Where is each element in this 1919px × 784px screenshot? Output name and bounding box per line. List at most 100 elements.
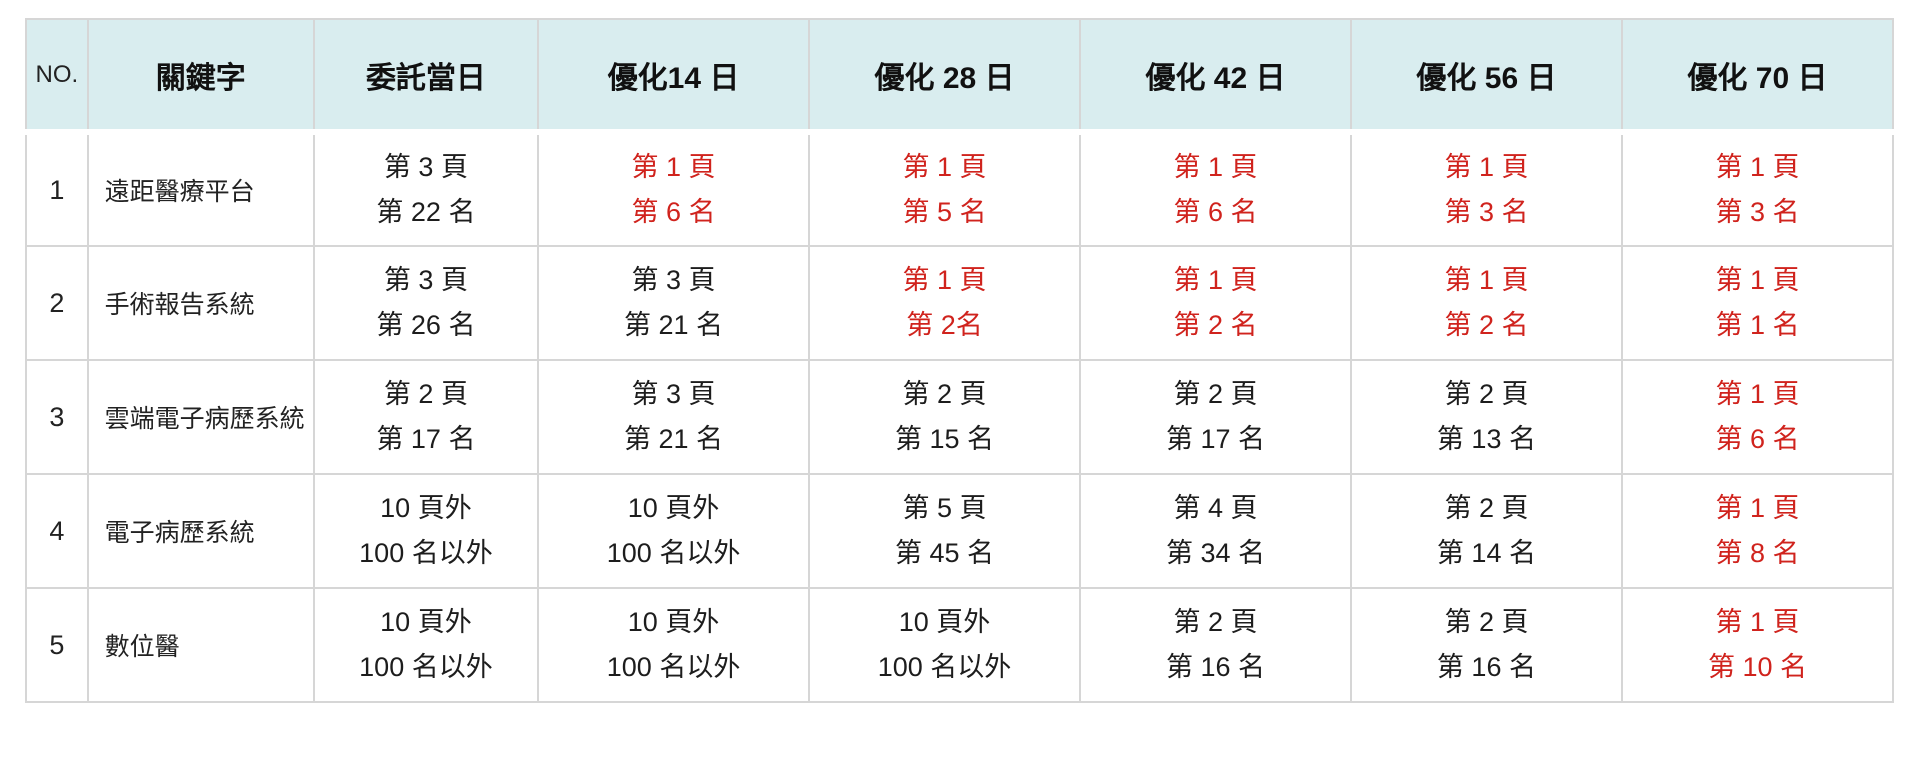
rank-line: 第 6 名 — [1173, 197, 1258, 227]
cell-ranking: 10 頁外 100 名以外 — [808, 587, 1081, 703]
table-header: NO. 關鍵字 委託當日 優化14 日優化 28 日優化 42 日優化 56 日優化 … — [25, 18, 1895, 135]
cell-ranking: 第 2 頁第 13 名 — [1349, 359, 1623, 475]
cell-ranking: 第 1 頁第 6 名 — [537, 131, 811, 247]
page-line: 第 2 頁 — [902, 379, 987, 409]
cell-ranking: 第 3 頁第 22 名 — [312, 131, 540, 247]
cell-ranking: 第 1 頁第 2 名 — [1349, 245, 1623, 361]
cell-ranking: 第 3 頁第 21 名 — [537, 359, 811, 475]
column-header-1: 關鍵字 — [86, 18, 315, 135]
cell-row-number: 3 — [25, 359, 89, 475]
rank-line: 第 21 名 — [624, 310, 724, 340]
page-line: 10 頁外 — [380, 607, 472, 637]
cell-keyword: 數位醫 — [86, 587, 315, 703]
cell-ranking: 第 1 頁第 2名 — [808, 245, 1081, 361]
cell-row-number: 1 — [25, 131, 89, 247]
cell-ranking: 第 1 頁第 6 名 — [1079, 131, 1352, 247]
rank-line: 第 15 名 — [894, 424, 995, 454]
page-line: 第 1 頁 — [1444, 265, 1529, 295]
column-header-5: 優化 42 日 — [1079, 18, 1352, 135]
rank-line: 第 10 名 — [1707, 652, 1807, 682]
rank-line: 第 16 名 — [1165, 652, 1265, 682]
rank-line: 第 6 名 — [631, 197, 716, 227]
column-header-4: 優化 28 日 — [808, 18, 1081, 135]
page-line: 10 頁外 — [627, 607, 720, 637]
cell-ranking: 第 1 頁第 3 名 — [1620, 131, 1895, 247]
rank-line: 第 45 名 — [894, 538, 995, 568]
page-line: 第 1 頁 — [1173, 265, 1258, 295]
page-line: 第 2 頁 — [383, 379, 468, 409]
table-row: 3 雲端電子病歷系統第 2 頁第 17 名第 3 頁第 21 名第 2 頁第 15… — [25, 359, 1895, 475]
cell-row-number: 2 — [25, 245, 89, 361]
rank-line: 第 14 名 — [1436, 538, 1536, 568]
page-line: 第 3 頁 — [383, 152, 468, 182]
page-line: 10 頁外 — [627, 493, 720, 523]
column-header-7: 優化 70 日 — [1620, 18, 1895, 135]
table-row: 5 數位醫 10 頁外 100 名以外 10 頁外 100 名以外 10 頁外 100 名以外… — [25, 587, 1895, 703]
cell-ranking: 10 頁外 100 名以外 — [537, 587, 811, 703]
page-line: 第 4 頁 — [1173, 493, 1258, 523]
page-line: 第 1 頁 — [1173, 152, 1258, 182]
cell-ranking: 第 2 頁第 16 名 — [1079, 587, 1352, 703]
table-row: 4 電子病歷系統 10 頁外 100 名以外 10 頁外 100 名以外 第 5 頁第 45… — [25, 473, 1895, 589]
page-line: 第 2 頁 — [1173, 607, 1258, 637]
cell-keyword: 手術報告系統 — [86, 245, 315, 361]
cell-ranking: 第 5 頁第 45 名 — [808, 473, 1081, 589]
cell-ranking: 第 2 頁第 17 名 — [312, 359, 540, 475]
cell-ranking: 第 4 頁第 34 名 — [1079, 473, 1352, 589]
page-line: 第 3 頁 — [383, 265, 468, 295]
cell-ranking: 第 2 頁第 16 名 — [1349, 587, 1623, 703]
column-header-2: 委託當日 — [312, 18, 540, 135]
header-row: NO. 關鍵字 委託當日 優化14 日優化 28 日優化 42 日優化 56 日優化 … — [25, 18, 1895, 135]
cell-ranking: 第 2 頁第 15 名 — [808, 359, 1081, 475]
cell-row-number: 4 — [25, 473, 89, 589]
rank-line: 第 1 名 — [1715, 310, 1800, 340]
cell-ranking: 第 2 頁第 17 名 — [1079, 359, 1352, 475]
cell-keyword: 電子病歷系統 — [86, 473, 315, 589]
cell-ranking: 第 1 頁第 8 名 — [1620, 473, 1895, 589]
column-header-3: 優化14 日 — [537, 18, 811, 135]
column-header-0: NO. — [25, 18, 89, 135]
cell-ranking: 第 3 頁第 26 名 — [312, 245, 540, 361]
rank-line: 第 6 名 — [1715, 424, 1800, 454]
page-line: 第 5 頁 — [902, 493, 987, 523]
table-body: 1 遠距醫療平台第 3 頁第 22 名第 1 頁第 6 名第 1 頁第 5 名第 … — [25, 131, 1895, 703]
rank-line: 第 2名 — [906, 310, 983, 340]
rank-line: 第 34 名 — [1165, 538, 1265, 568]
page-line: 第 3 頁 — [631, 379, 716, 409]
page-line: 第 1 頁 — [902, 152, 987, 182]
page-line: 第 1 頁 — [1444, 152, 1529, 182]
cell-ranking: 10 頁外 100 名以外 — [312, 473, 540, 589]
table-row: 2 手術報告系統第 3 頁第 26 名第 3 頁第 21 名第 1 頁第 2名第 … — [25, 245, 1895, 361]
rank-line: 第 3 名 — [1715, 197, 1800, 227]
cell-row-number: 5 — [25, 587, 89, 703]
cell-ranking: 第 3 頁第 21 名 — [537, 245, 811, 361]
page-line: 10 頁外 — [898, 607, 991, 637]
page-line: 10 頁外 — [380, 493, 472, 523]
page-line: 第 1 頁 — [1715, 607, 1800, 637]
cell-ranking: 第 1 頁第 2 名 — [1079, 245, 1352, 361]
cell-ranking: 10 頁外 100 名以外 — [312, 587, 540, 703]
cell-ranking: 第 1 頁第 1 名 — [1620, 245, 1895, 361]
rank-line: 第 21 名 — [624, 424, 724, 454]
rank-line: 100 名以外 — [877, 652, 1012, 682]
rank-line: 第 17 名 — [376, 424, 476, 454]
page-line: 第 1 頁 — [1715, 152, 1800, 182]
rank-line: 第 2 名 — [1444, 310, 1529, 340]
rank-line: 100 名以外 — [359, 538, 493, 568]
cell-ranking: 第 1 頁第 6 名 — [1620, 359, 1895, 475]
page-line: 第 1 頁 — [1715, 493, 1800, 523]
page-line: 第 3 頁 — [631, 265, 716, 295]
rank-line: 第 17 名 — [1165, 424, 1265, 454]
rank-line: 第 5 名 — [902, 197, 987, 227]
cell-ranking: 第 2 頁第 14 名 — [1349, 473, 1623, 589]
column-header-6: 優化 56 日 — [1349, 18, 1623, 135]
rank-line: 100 名以外 — [606, 538, 741, 568]
page-line: 第 2 頁 — [1444, 607, 1529, 637]
cell-keyword: 雲端電子病歷系統 — [86, 359, 315, 475]
cell-ranking: 第 1 頁第 10 名 — [1620, 587, 1895, 703]
cell-ranking: 第 1 頁第 3 名 — [1349, 131, 1623, 247]
rank-line: 第 26 名 — [376, 310, 476, 340]
keyword-ranking-table: NO. 關鍵字 委託當日 優化14 日優化 28 日優化 42 日優化 56 日優化 … — [25, 18, 1895, 703]
cell-keyword: 遠距醫療平台 — [86, 131, 315, 247]
rank-line: 第 16 名 — [1436, 652, 1536, 682]
